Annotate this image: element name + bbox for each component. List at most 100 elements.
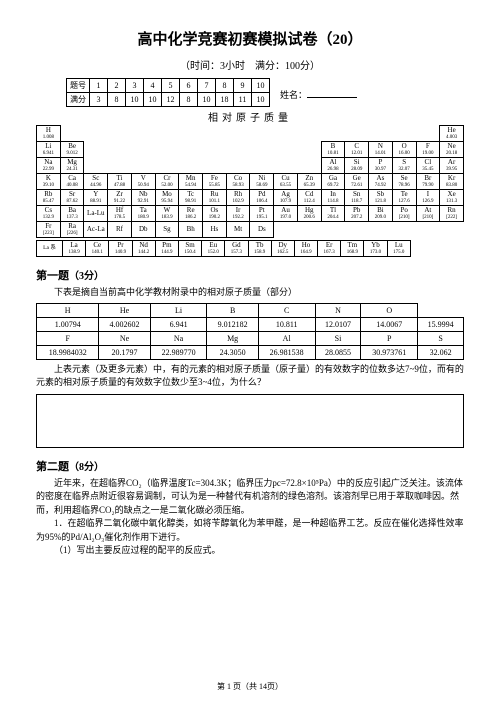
pt-cell: Cu63.55 — [274, 174, 298, 190]
pt-cell: Sb121.8 — [369, 190, 393, 206]
pt-cell — [392, 126, 416, 142]
pt-cell — [226, 158, 250, 174]
cell: C — [258, 303, 315, 317]
pt-cell: Tm168.9 — [341, 241, 364, 257]
pt-cell — [345, 126, 369, 142]
pt-cell: Se78.96 — [392, 174, 416, 190]
pt-cell: Xe131.3 — [440, 190, 464, 206]
pt-cell: Ne20.18 — [440, 142, 464, 158]
pt-cell: Nd144.2 — [132, 241, 155, 257]
pt-cell: Au197.0 — [274, 206, 298, 222]
table-row: 18.998403220.179722.98977024.305026.9815… — [37, 345, 464, 359]
pt-cell — [131, 126, 155, 142]
cell: Li — [150, 303, 207, 317]
pt-cell: Sc44.96 — [84, 174, 108, 190]
pt-cell — [369, 222, 393, 238]
cell: 28.0855 — [315, 345, 361, 359]
pt-cell: At[210] — [416, 206, 440, 222]
q1-intro: 下表是摘自当前高中化学教材附录中的相对原子质量（部分） — [36, 286, 464, 300]
q2-pts: （8分） — [69, 462, 104, 473]
pt-cell — [179, 126, 203, 142]
cell: 3 — [126, 79, 144, 93]
q2-p2: 1．在超临界二氧化碳中氧化醇类，如将苄醇氧化为苯甲醛，是一种超临界工艺。反应在催… — [36, 517, 464, 544]
name-label: 姓名： — [280, 78, 357, 101]
periodic-table: H1.008He4.003Li6.941Be9.012B10.81C12.01N… — [36, 125, 464, 238]
pt-cell: Tl204.4 — [321, 206, 345, 222]
pt-cell — [345, 222, 369, 238]
cell: 1.00794 — [37, 317, 99, 331]
pt-cell: Ti47.88 — [108, 174, 132, 190]
cell: P — [361, 331, 418, 345]
pt-cell: Rn[222] — [440, 206, 464, 222]
cell: 14.0067 — [361, 317, 418, 331]
q1-data-table: HHeLiBCNO 1.007944.0026026.9419.01218210… — [36, 303, 464, 360]
cell: 10 — [252, 79, 270, 93]
pt-cell — [416, 126, 440, 142]
pt-cell: Zr91.22 — [108, 190, 132, 206]
pt-cell: W183.9 — [155, 206, 179, 222]
pt-cell: La-Lu — [84, 206, 108, 222]
pt-cell: Nb92.91 — [131, 190, 155, 206]
pt-cell — [226, 142, 250, 158]
cell: Si — [315, 331, 361, 345]
cell: 26.981538 — [258, 345, 315, 359]
pt-cell: Ca40.08 — [60, 174, 84, 190]
name-text: 姓名： — [280, 90, 307, 100]
pt-row: Li6.941Be9.012B10.81C12.01N14.01O16.00F1… — [37, 142, 464, 158]
pt-cell: Pb207.2 — [345, 206, 369, 222]
pt-cell: Ni58.69 — [250, 174, 274, 190]
pt-cell: Sg — [155, 222, 179, 238]
pt-cell: Pd106.4 — [250, 190, 274, 206]
pt-cell: P30.97 — [369, 158, 393, 174]
q1-title-text: 第一题 — [36, 270, 69, 282]
cell: B — [207, 303, 258, 317]
pt-cell — [179, 158, 203, 174]
cell: F — [37, 331, 99, 345]
pt-cell — [297, 158, 321, 174]
header-row: 题号 1 2 3 4 5 6 7 8 9 10 满分 3 8 10 10 12 … — [36, 78, 464, 107]
cell: He — [99, 303, 150, 317]
page-footer: 第 1 页（共 14页） — [0, 681, 500, 692]
pt-cell — [392, 222, 416, 238]
q1-title: 第一题（3分） — [36, 267, 464, 283]
pt-cell: N14.01 — [369, 142, 393, 158]
pt-cell: Lu175.0 — [387, 241, 410, 257]
pt-cell: Kr83.80 — [440, 174, 464, 190]
cell: 8 — [180, 93, 198, 107]
pt-cell: K39.10 — [37, 174, 61, 190]
pt-cell: Hg200.6 — [297, 206, 321, 222]
pt-cell: Ir192.2 — [226, 206, 250, 222]
cell: 9.012182 — [207, 317, 258, 331]
pt-cell: C12.01 — [345, 142, 369, 158]
pt-cell: Pm144.9 — [155, 241, 178, 257]
periodic-table-label: 相对原子质量 — [36, 109, 464, 124]
cell: Al — [258, 331, 315, 345]
pt-cell: Ac-La — [84, 222, 108, 238]
q1-pts: （3分） — [69, 271, 104, 282]
pt-cell: B10.81 — [321, 142, 345, 158]
pt-cell — [274, 126, 298, 142]
pt-cell: Al26.98 — [321, 158, 345, 174]
pt-cell — [131, 142, 155, 158]
q2-title-text: 第二题 — [36, 461, 69, 473]
pt-cell — [131, 158, 155, 174]
cell: 2 — [108, 79, 126, 93]
pt-cell — [226, 126, 250, 142]
cell: N — [315, 303, 361, 317]
pt-cell — [84, 158, 108, 174]
pt-cell: Fe55.85 — [203, 174, 227, 190]
pt-cell: Rf — [108, 222, 132, 238]
pt-cell: Po[210] — [392, 206, 416, 222]
pt-cell: Sm150.4 — [178, 241, 201, 257]
pt-cell: As74.92 — [369, 174, 393, 190]
table-row: 题号 1 2 3 4 5 6 7 8 9 10 — [67, 79, 270, 93]
pt-cell: Cd112.4 — [297, 190, 321, 206]
pt-cell: Zn65.39 — [297, 174, 321, 190]
pt-cell: Be9.012 — [60, 142, 84, 158]
pt-cell: O16.00 — [392, 142, 416, 158]
pt-cell: Ra[226] — [60, 222, 84, 238]
cell: Mg — [207, 331, 258, 345]
sub-title: （时间：3小时 满分：100分） — [36, 57, 464, 72]
pt-cell: Ar39.95 — [440, 158, 464, 174]
pt-cell — [60, 126, 84, 142]
